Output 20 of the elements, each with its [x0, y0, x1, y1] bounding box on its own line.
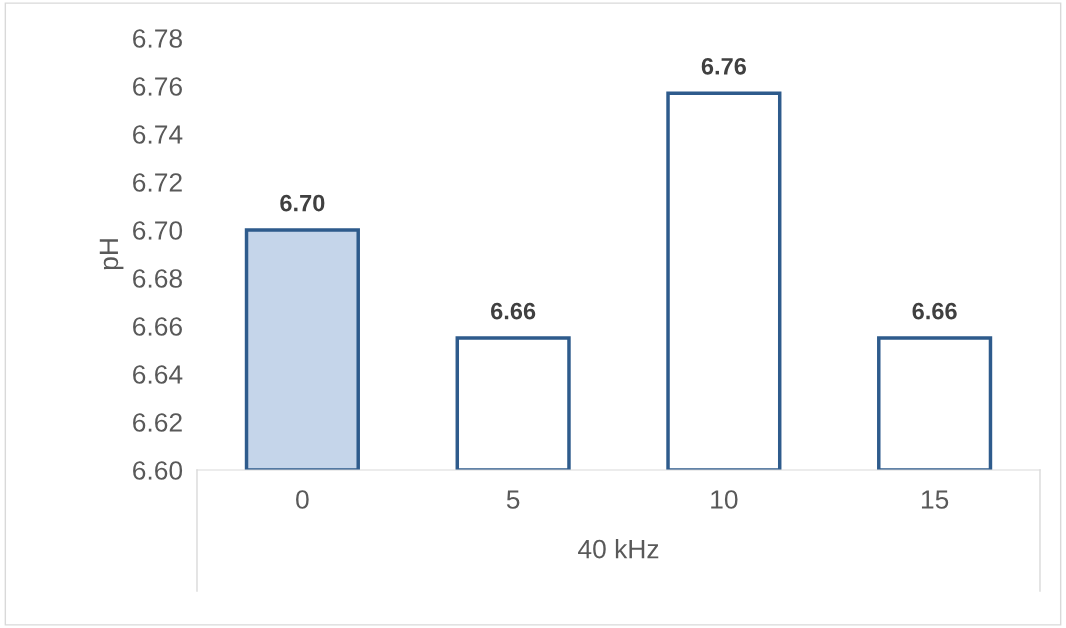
- data-label: 6.70: [280, 194, 325, 212]
- y-tick-label: 6.66: [133, 317, 182, 336]
- y-tick-label: 6.74: [133, 125, 183, 144]
- y-tick-label: 6.60: [133, 461, 183, 480]
- y-tick-label: 6.64: [133, 365, 183, 384]
- x-tick-label: 5: [506, 490, 520, 509]
- data-label: 6.66: [491, 302, 536, 320]
- y-axis-title: pH: [99, 239, 124, 270]
- data-label: 6.66: [912, 302, 957, 320]
- y-tick-label: 6.78: [133, 29, 182, 48]
- data-label: 6.76: [701, 57, 746, 75]
- x-tick-label: 15: [921, 490, 949, 509]
- x-tick-label: 0: [296, 490, 309, 509]
- y-tick-label: 6.76: [133, 77, 182, 96]
- y-tick-label: 6.72: [133, 173, 182, 192]
- y-tick-label: 6.62: [133, 413, 182, 432]
- y-tick-label: 6.68: [133, 269, 182, 288]
- y-tick-label: 6.70: [133, 221, 183, 240]
- x-tick-label: 10: [711, 490, 738, 509]
- x-axis-title: 40 kHz: [578, 539, 659, 559]
